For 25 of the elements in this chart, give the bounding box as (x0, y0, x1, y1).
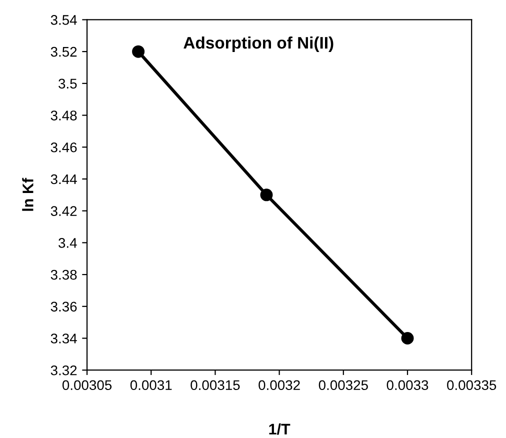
y-tick-label: 3.54 (50, 15, 77, 25)
y-tick-label: 3.48 (50, 110, 77, 120)
y-tick-label: 3.42 (50, 206, 77, 216)
y-tick-label: 3.38 (50, 270, 77, 280)
x-tick-label: 0.0032 (258, 380, 300, 390)
y-tick-label: 3.52 (50, 46, 77, 57)
y-axis-title: ln Kf (22, 178, 34, 211)
text: Adsorption of Ni(II) (184, 36, 334, 52)
y-tick-label: 3.34 (50, 334, 77, 344)
y-tick-label: 3.44 (50, 174, 77, 184)
y-tick-label: 3.4 (58, 238, 77, 248)
point (132, 45, 145, 58)
x-tick-label: 0.00305 (62, 380, 112, 390)
y-tick-label: 3.36 (50, 302, 77, 312)
y-tick-label: 3.32 (50, 365, 77, 376)
x-tick-label: 0.00335 (447, 380, 496, 390)
point (401, 332, 414, 345)
x-tick-label: 0.0031 (130, 380, 172, 390)
x-tick-label: 0.00325 (318, 380, 368, 390)
x-tick-label: 0.00315 (190, 380, 240, 390)
point (260, 188, 273, 202)
x-axis-title: 1/T (269, 423, 290, 435)
y-tick-label: 3.5 (58, 78, 77, 89)
x-tick-label: 0.0033 (386, 380, 428, 390)
y-tick-label: 3.46 (50, 142, 77, 152)
